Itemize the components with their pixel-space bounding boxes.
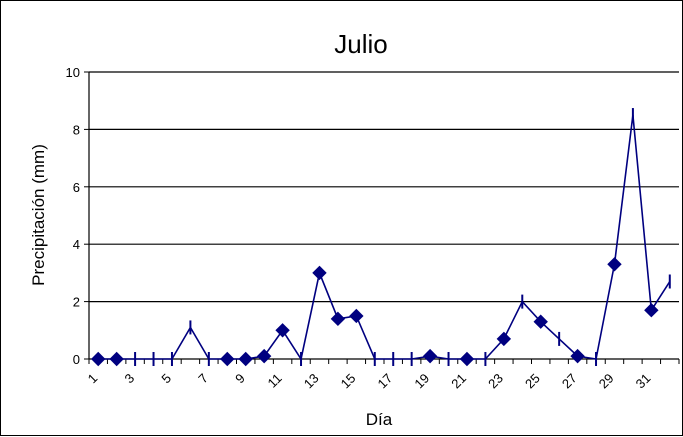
data-point-diamond bbox=[349, 308, 364, 324]
x-tick-label: 7 bbox=[195, 371, 211, 387]
x-axis-title: Día bbox=[366, 410, 393, 429]
y-tick-label: 2 bbox=[73, 295, 80, 310]
data-point-diamond bbox=[312, 265, 327, 281]
x-tick-label: 3 bbox=[121, 371, 137, 387]
x-tick-label: 11 bbox=[265, 371, 285, 391]
y-axis-title: Precipitación (mm) bbox=[29, 144, 48, 286]
gridlines bbox=[89, 71, 679, 303]
x-tick-label: 23 bbox=[485, 371, 506, 392]
y-tick-label: 8 bbox=[73, 122, 80, 137]
x-tick-label: 13 bbox=[301, 371, 322, 392]
data-point-diamond bbox=[496, 331, 512, 347]
data-point-diamond bbox=[256, 348, 272, 364]
y-tick-label: 6 bbox=[73, 180, 80, 195]
x-tick-label: 15 bbox=[338, 371, 359, 392]
data-point-diamond bbox=[238, 351, 253, 367]
x-tick-label: 25 bbox=[522, 371, 543, 392]
x-tick-label: 21 bbox=[448, 371, 469, 392]
data-point-diamond bbox=[570, 348, 585, 364]
y-tick-label: 10 bbox=[66, 65, 80, 80]
x-tick-label: 17 bbox=[375, 371, 396, 392]
data-point-diamond bbox=[109, 351, 124, 367]
x-tick-label: 19 bbox=[411, 371, 432, 392]
data-point-diamond bbox=[330, 311, 346, 327]
data-point-diamond bbox=[533, 314, 548, 329]
data-point-diamond bbox=[607, 257, 622, 272]
data-point-diamond bbox=[459, 351, 475, 367]
x-tick-label: 27 bbox=[559, 371, 580, 392]
data-point-diamond bbox=[275, 323, 290, 338]
series-line bbox=[98, 114, 671, 362]
x-tick-label: 31 bbox=[633, 371, 654, 392]
precipitation-series bbox=[91, 108, 671, 367]
y-tick-label: 4 bbox=[73, 237, 80, 252]
x-tick-label: 5 bbox=[158, 371, 174, 387]
x-tick-label: 1 bbox=[85, 371, 101, 387]
data-point-diamond bbox=[91, 351, 106, 367]
chart-title: Julio bbox=[334, 29, 387, 59]
data-point-diamond bbox=[644, 303, 659, 318]
data-point-diamond bbox=[220, 351, 235, 367]
y-tick-label: 0 bbox=[73, 352, 80, 367]
x-tick-label: 9 bbox=[232, 371, 248, 387]
data-point-diamond bbox=[422, 348, 438, 364]
x-tick-label: 29 bbox=[596, 371, 617, 392]
axes bbox=[84, 71, 680, 364]
